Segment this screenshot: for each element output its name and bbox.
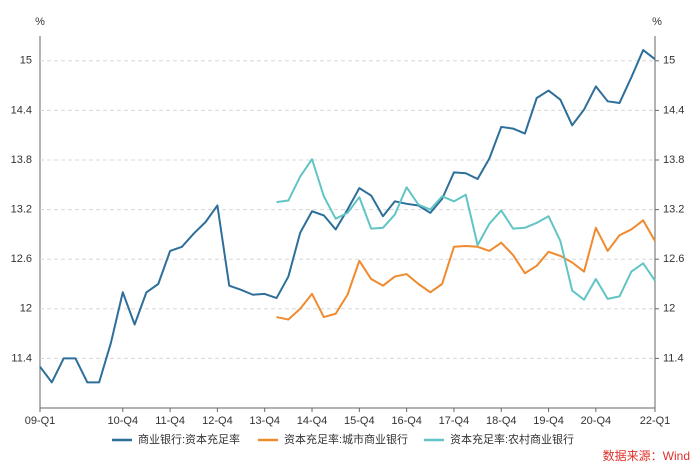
y-tick-label: 13.8 bbox=[11, 154, 32, 166]
y-tick-label: 14.4 bbox=[11, 104, 32, 116]
y2-tick-label: 12 bbox=[663, 303, 675, 315]
x-tick-label: 11-Q4 bbox=[155, 415, 185, 427]
y2-tick-label: 13.2 bbox=[663, 204, 684, 216]
x-tick-label: 12-Q4 bbox=[202, 415, 233, 427]
series-line bbox=[276, 219, 656, 321]
x-tick-label: 14-Q4 bbox=[297, 415, 328, 427]
x-tick-label: 17-Q4 bbox=[439, 415, 470, 427]
x-tick-label: 09-Q1 bbox=[25, 415, 56, 427]
x-tick-label: 19-Q4 bbox=[533, 415, 564, 427]
x-tick-label: 13-Q4 bbox=[249, 415, 280, 427]
x-tick-label: 18-Q4 bbox=[486, 415, 517, 427]
x-tick-label: 15-Q4 bbox=[344, 415, 375, 427]
x-tick-label: 10-Q4 bbox=[107, 415, 138, 427]
legend-label: 商业银行:资本充足率 bbox=[138, 432, 240, 446]
y2-tick-label: 12.6 bbox=[663, 253, 684, 265]
y-tick-label: 15 bbox=[20, 55, 32, 67]
x-tick-label: 16-Q4 bbox=[391, 415, 422, 427]
y-tick-label: 11.4 bbox=[11, 352, 32, 364]
y2-axis-label: % bbox=[652, 16, 662, 28]
y-axis-label: % bbox=[35, 16, 45, 28]
legend-label: 资本充足率:农村商业银行 bbox=[450, 432, 574, 446]
y2-tick-label: 14.4 bbox=[663, 104, 684, 116]
legend-label: 资本充足率:城市商业银行 bbox=[284, 432, 408, 446]
y2-tick-label: 13.8 bbox=[663, 154, 684, 166]
source: 数据来源：Wind bbox=[603, 448, 690, 463]
y-tick-label: 12.6 bbox=[11, 253, 32, 265]
x-tick-label: 22-Q1 bbox=[640, 415, 671, 427]
y2-tick-label: 15 bbox=[663, 55, 675, 67]
y2-tick-label: 11.4 bbox=[663, 352, 684, 364]
y-tick-label: 13.2 bbox=[11, 204, 32, 216]
x-tick-label: 20-Q4 bbox=[581, 415, 612, 427]
series-line bbox=[39, 49, 656, 384]
y-tick-label: 12 bbox=[20, 303, 32, 315]
series-line bbox=[276, 158, 656, 301]
